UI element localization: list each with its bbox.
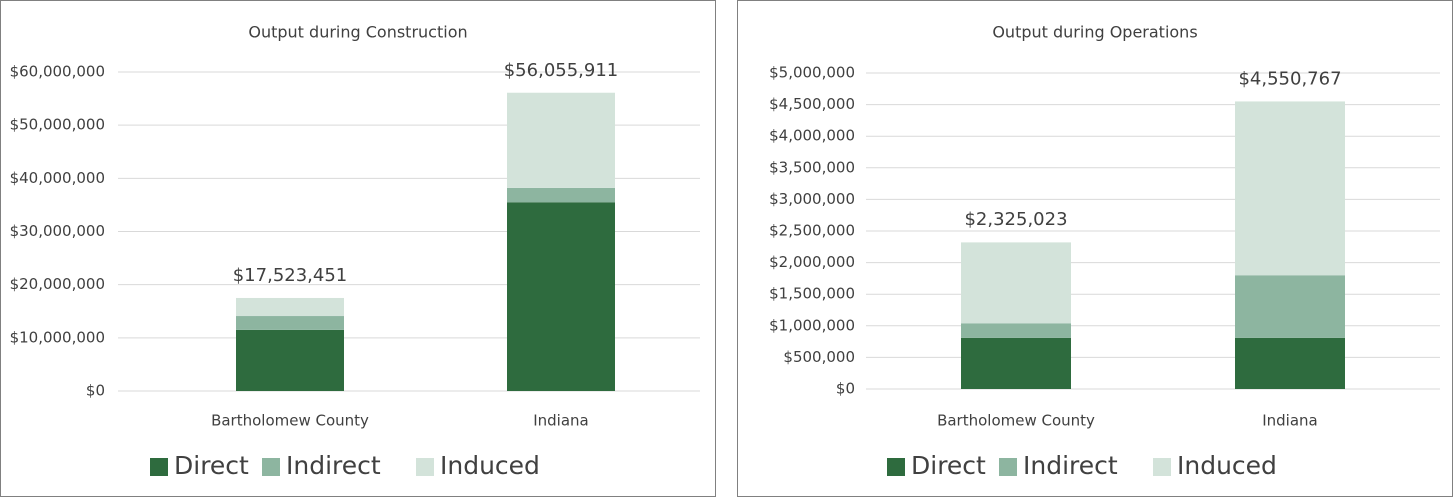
x-tick-label: Indiana — [533, 412, 589, 430]
chart-title: Output during Operations — [992, 23, 1197, 42]
legend-swatch — [1153, 458, 1171, 476]
bar-segment — [236, 329, 344, 391]
legend-label: Indirect — [1023, 451, 1118, 480]
legend-swatch — [887, 458, 905, 476]
bar-segment — [507, 92, 615, 188]
y-tick-label: $10,000,000 — [10, 328, 105, 346]
y-tick-label: $0 — [86, 382, 105, 400]
y-tick-label: $30,000,000 — [10, 222, 105, 240]
legend-swatch — [999, 458, 1017, 476]
y-tick-label: $5,000,000 — [769, 64, 855, 82]
total-label: $2,325,023 — [964, 209, 1067, 230]
legend-swatch — [150, 458, 168, 476]
bar-segment — [961, 323, 1071, 338]
bar-segment — [1235, 275, 1345, 338]
y-tick-label: $3,000,000 — [769, 190, 855, 208]
y-tick-label: $60,000,000 — [10, 63, 105, 81]
y-tick-label: $50,000,000 — [10, 116, 105, 134]
y-tick-label: $4,000,000 — [769, 127, 855, 145]
y-tick-label: $2,000,000 — [769, 253, 855, 271]
legend-label: Induced — [440, 451, 540, 480]
y-tick-label: $20,000,000 — [10, 275, 105, 293]
legend-swatch — [262, 458, 280, 476]
legend-swatch — [416, 458, 434, 476]
bar-segment — [961, 242, 1071, 324]
legend-label: Direct — [174, 451, 249, 480]
y-tick-label: $2,500,000 — [769, 222, 855, 240]
legend-label: Direct — [911, 451, 986, 480]
x-tick-label: Indiana — [1262, 412, 1318, 430]
total-label: $56,055,911 — [504, 60, 619, 81]
bar-segment — [961, 337, 1071, 389]
chart-title: Output during Construction — [248, 23, 467, 42]
y-tick-label: $1,500,000 — [769, 285, 855, 303]
bar-segment — [507, 202, 615, 391]
y-tick-label: $0 — [836, 380, 855, 398]
x-tick-label: Bartholomew County — [211, 412, 369, 430]
y-tick-label: $1,000,000 — [769, 316, 855, 334]
bar-segment — [1235, 337, 1345, 389]
total-label: $4,550,767 — [1238, 68, 1341, 89]
legend-label: Indirect — [286, 451, 381, 480]
bar-segment — [236, 297, 344, 317]
bar-segment — [1235, 101, 1345, 276]
legend-label: Induced — [1177, 451, 1277, 480]
total-label: $17,523,451 — [233, 265, 348, 286]
x-tick-label: Bartholomew County — [937, 412, 1095, 430]
y-tick-label: $3,500,000 — [769, 158, 855, 176]
y-tick-label: $500,000 — [783, 348, 855, 366]
y-tick-label: $4,500,000 — [769, 95, 855, 113]
bar-segment — [507, 187, 615, 203]
y-tick-label: $40,000,000 — [10, 169, 105, 187]
bar-segment — [236, 316, 344, 330]
